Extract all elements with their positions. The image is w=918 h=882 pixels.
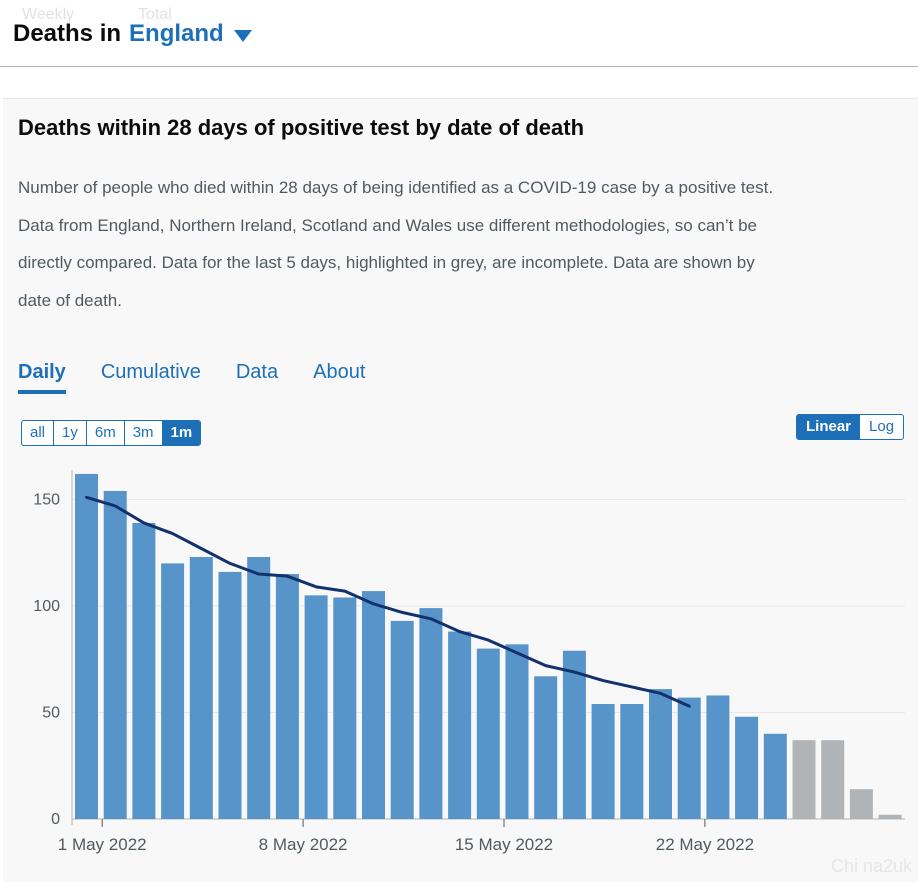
range-option-1y[interactable]: 1y (54, 421, 87, 445)
bar (735, 716, 759, 819)
deaths-bar-chart: 0 50 100 150 1 May 2022 8 May 2022 15 May 2022… (33, 470, 905, 854)
bar (333, 597, 357, 819)
header-title-prefix: Deaths in (13, 20, 122, 47)
x-tick-label: 15 May 2022 (455, 835, 553, 854)
x-tick-label: 22 May 2022 (656, 835, 754, 854)
card-description: Number of people who died within 28 days… (18, 178, 774, 310)
x-tick-label: 8 May 2022 (259, 835, 348, 854)
range-option-all[interactable]: all (22, 421, 55, 445)
x-tick-label: 1 May 2022 (58, 835, 147, 854)
bar (275, 574, 299, 819)
range-option-1m[interactable]: 1m (162, 421, 201, 445)
bar-incomplete (792, 740, 816, 819)
rolling-average-line (85, 495, 691, 708)
bar (505, 644, 529, 819)
bar-incomplete (821, 740, 845, 819)
card-title: Deaths within 28 days of positive test b… (18, 115, 585, 140)
bar (218, 571, 242, 819)
bar (562, 650, 586, 819)
bar (534, 676, 558, 819)
area-name[interactable]: England (129, 20, 224, 47)
caret-down-icon[interactable] (233, 30, 252, 42)
scale-option-log[interactable]: Log (869, 418, 895, 435)
bar (419, 608, 443, 819)
range-option-3m[interactable]: 3m (125, 421, 163, 445)
bar (390, 620, 414, 819)
y-tick-label: 100 (33, 598, 60, 615)
y-tick-label: 50 (42, 705, 60, 722)
y-tick-label: 0 (51, 811, 60, 828)
bar (75, 473, 98, 819)
scale-option-linear[interactable]: Linear (797, 415, 861, 439)
bar (620, 703, 644, 819)
bar (448, 631, 472, 819)
bar (706, 695, 730, 819)
bar (189, 557, 213, 819)
time-range-selector: all 1y 6m 3m 1m (21, 420, 202, 446)
bar (362, 591, 385, 819)
area-selector[interactable]: Deaths in England (13, 20, 252, 48)
range-option-6m[interactable]: 6m (87, 421, 125, 445)
chart-tabs: Daily Cumulative Data About (18, 361, 400, 394)
tab-about[interactable]: About (313, 361, 366, 383)
tab-data[interactable]: Data (235, 361, 279, 383)
bar (132, 522, 156, 819)
watermark: Chi na2uk (830, 856, 912, 876)
scale-selector: Linear Log (796, 414, 905, 440)
bar (591, 703, 615, 819)
ghost-weekly-label: Weekly (22, 6, 75, 23)
bar (103, 490, 127, 819)
tab-daily[interactable]: Daily (18, 361, 66, 394)
y-tick-label: 150 (33, 492, 60, 509)
page-header: Weekly Total Deaths in England (0, 0, 918, 67)
bar (161, 563, 185, 819)
ghost-total-label: Total (138, 6, 172, 23)
bar (677, 697, 701, 819)
bar-incomplete (878, 814, 902, 819)
tab-cumulative[interactable]: Cumulative (100, 361, 201, 383)
bar (476, 648, 500, 819)
bar (247, 557, 271, 819)
bar-incomplete (849, 789, 873, 819)
bar (763, 733, 787, 819)
bar (649, 689, 672, 819)
bar (304, 595, 328, 819)
